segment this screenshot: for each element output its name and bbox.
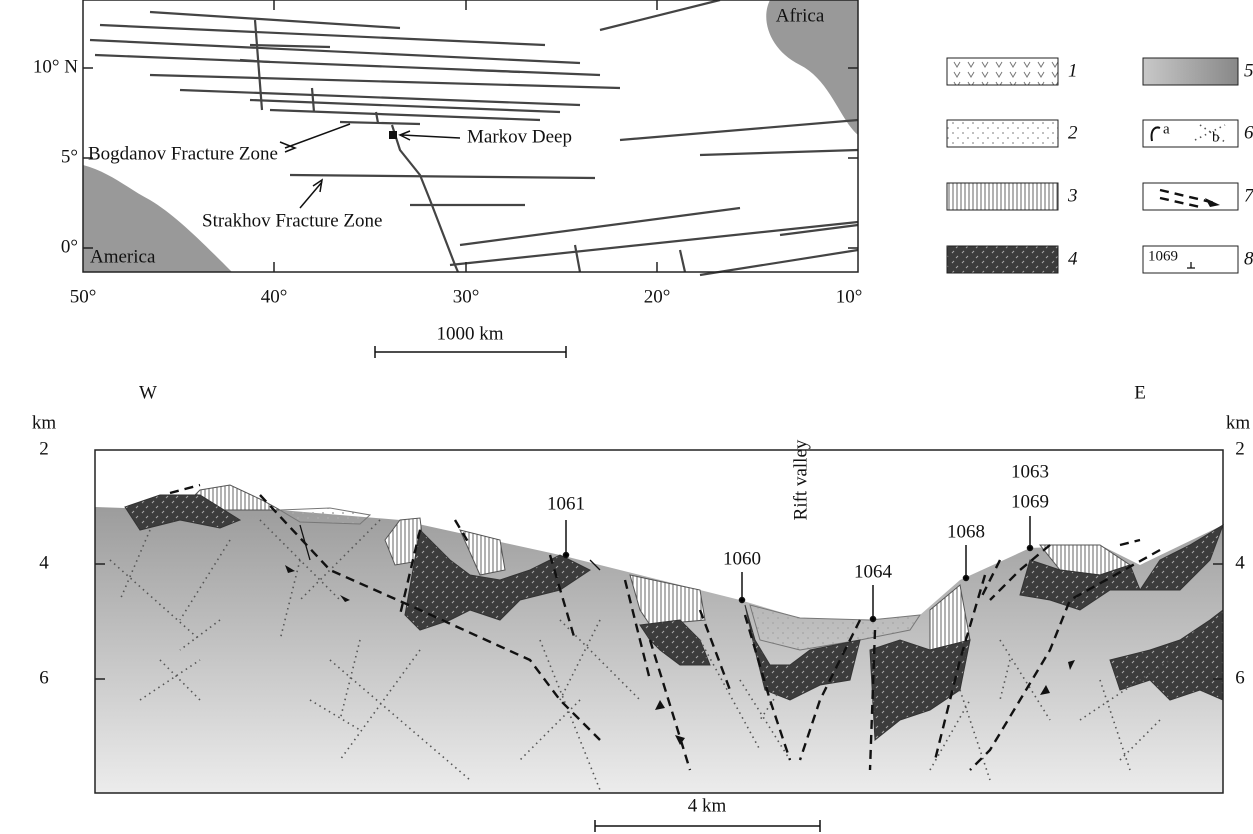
- scale-label: 1000 km: [436, 323, 503, 344]
- arrow: [300, 180, 322, 208]
- map-label: Bogdanov Fracture Zone: [88, 143, 278, 164]
- depth-label: 2: [1235, 438, 1245, 459]
- lat-label: 5°: [61, 146, 78, 167]
- station-label: 1061: [547, 493, 585, 514]
- scale-label: 4 km: [688, 795, 727, 816]
- legend-number: 6: [1244, 122, 1253, 143]
- legend-number: 8: [1244, 248, 1253, 269]
- lon-label: 40°: [261, 286, 288, 307]
- unit-label: km: [1226, 412, 1251, 433]
- legend-swatch: [947, 246, 1058, 273]
- station-label: 1063: [1011, 461, 1049, 482]
- legend-swatch: [947, 183, 1058, 210]
- station-label: 1060: [723, 548, 761, 569]
- rift-label: Rift valley: [790, 439, 811, 520]
- scale-bar: [595, 820, 820, 832]
- scale-bar: [375, 346, 566, 358]
- legend-number: 4: [1068, 248, 1078, 269]
- legend-swatch: [1143, 120, 1238, 147]
- direction-label: W: [139, 382, 157, 403]
- depth-label: 4: [39, 552, 49, 573]
- depth-label: 6: [39, 667, 49, 688]
- markov-deep-marker: [389, 131, 397, 139]
- legend-swatch: [947, 120, 1058, 147]
- cross-section: W E km km 2 4 6 2 4 6 Rift valley 1061 1…: [32, 382, 1251, 832]
- legend-number: 1: [1068, 60, 1078, 81]
- legend: a b 1069 1 2 3 4 5 6 7 8: [947, 58, 1253, 273]
- legend-sub: b: [1212, 129, 1220, 145]
- legend-swatch: [1143, 58, 1238, 85]
- unit-label: km: [32, 412, 57, 433]
- map-label: Africa: [776, 5, 825, 26]
- station-label: 1069: [1011, 491, 1049, 512]
- depth-label: 2: [39, 438, 49, 459]
- lon-label: 10°: [836, 286, 863, 307]
- lon-label: 30°: [453, 286, 480, 307]
- station-label: 1064: [854, 561, 893, 582]
- legend-number: 2: [1068, 122, 1078, 143]
- arrow: [280, 124, 350, 152]
- legend-sample: 1069: [1148, 248, 1178, 264]
- lon-label: 20°: [644, 286, 671, 307]
- arrow: [400, 131, 460, 140]
- legend-number: 3: [1067, 185, 1078, 206]
- depth-label: 4: [1235, 552, 1245, 573]
- map: Africa America Markov Deep Bogdanov Frac…: [33, 0, 862, 358]
- legend-swatch: [947, 58, 1058, 85]
- depth-label: 6: [1235, 667, 1245, 688]
- legend-number: 5: [1244, 60, 1253, 81]
- legend-number: 7: [1244, 185, 1253, 206]
- lon-label: 50°: [70, 286, 97, 307]
- legend-sub: a: [1163, 121, 1170, 137]
- station-label: 1068: [947, 521, 985, 542]
- map-label: America: [90, 246, 156, 267]
- map-label: Markov Deep: [467, 126, 572, 147]
- direction-label: E: [1134, 382, 1146, 403]
- map-label: Strakhov Fracture Zone: [202, 210, 382, 231]
- lat-label: 10° N: [33, 56, 78, 77]
- lat-label: 0°: [61, 236, 78, 257]
- figure: Africa America Markov Deep Bogdanov Frac…: [0, 0, 1253, 834]
